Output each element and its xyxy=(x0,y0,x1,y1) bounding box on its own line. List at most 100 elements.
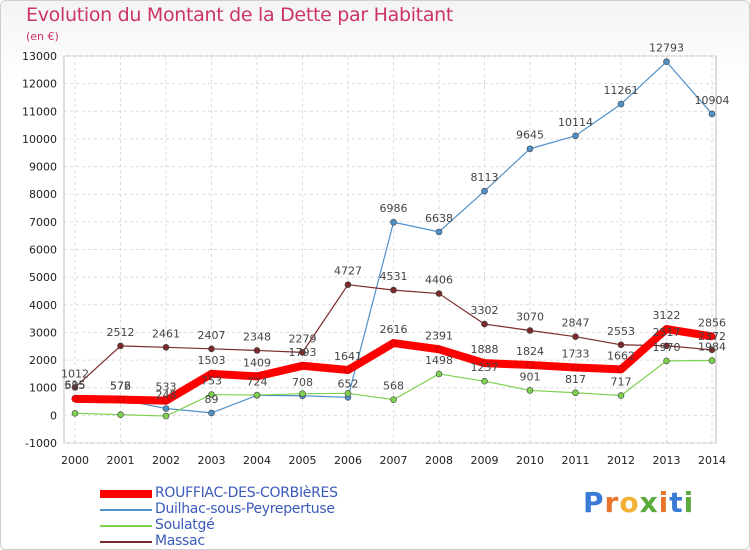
data-label-soulatge: 1237 xyxy=(471,361,499,374)
data-point-rouffiac xyxy=(480,359,488,367)
data-label-rouffiac: 572 xyxy=(110,380,131,393)
data-point-rouffiac xyxy=(71,395,79,403)
data-label-rouffiac: 1888 xyxy=(471,343,499,356)
data-point-rouffiac xyxy=(662,325,670,333)
data-point-soulatge xyxy=(253,391,261,399)
data-labels: 615 576 248 89 724 708 652 6986 6638 8113 9645 1011… xyxy=(61,42,730,406)
data-label-massac: 4531 xyxy=(380,270,408,283)
data-point-massac xyxy=(162,344,170,351)
y-tick-label: 5000 xyxy=(29,271,57,284)
data-point-soulatge xyxy=(435,370,443,378)
data-label-massac: 2279 xyxy=(289,332,317,345)
y-tick-label: 12000 xyxy=(22,78,57,91)
data-label-rouffiac: 1824 xyxy=(516,345,544,358)
data-point-duilhac xyxy=(617,100,625,108)
data-point-soulatge xyxy=(390,396,397,403)
x-tick-label: 2010 xyxy=(516,454,544,467)
data-label-duilhac: 576 xyxy=(110,379,131,392)
line-chart: -1000 0 1000 2000 3000 4000 5000 6000 7000 8000 90… xyxy=(22,42,730,467)
data-label-duilhac: 10114 xyxy=(558,116,593,129)
data-point-duilhac xyxy=(162,405,170,412)
data-label-soulatge: 1970 xyxy=(653,341,681,354)
data-point-massac xyxy=(708,346,716,354)
x-tick-label: 2011 xyxy=(562,454,590,467)
x-tick-label: 2008 xyxy=(425,454,453,467)
data-point-soulatge xyxy=(708,357,716,364)
data-point-massac xyxy=(617,341,625,349)
data-point-soulatge xyxy=(526,387,534,394)
data-label-duilhac: 248 xyxy=(156,389,177,402)
data-point-rouffiac xyxy=(162,397,170,405)
legend-swatch-duilhac xyxy=(100,509,152,511)
logo-letter: i xyxy=(683,486,695,519)
data-label-rouffiac: 1409 xyxy=(243,356,271,369)
axes: -1000 0 1000 2000 3000 4000 5000 6000 7000 8000 90… xyxy=(22,50,726,467)
data-label-duilhac: 89 xyxy=(205,393,219,406)
data-point-massac xyxy=(663,342,670,350)
data-label-massac: 2517 xyxy=(653,326,681,339)
legend-swatch-rouffiac xyxy=(100,490,152,498)
data-label-duilhac: 708 xyxy=(292,376,313,389)
data-label-soulatge: 817 xyxy=(565,373,586,386)
data-point-duilhac xyxy=(663,58,670,66)
data-label-rouffiac: 2616 xyxy=(380,323,408,336)
legend-item-soulatge: Soulatgé xyxy=(100,517,420,534)
data-label-massac: 2372 xyxy=(698,330,726,343)
y-tick-label: 11000 xyxy=(22,105,57,118)
data-label-soulatge: 753 xyxy=(201,375,222,388)
data-label-soulatge: 717 xyxy=(611,376,632,389)
data-label-rouffiac: 1793 xyxy=(289,346,317,359)
y-tick-label: 9000 xyxy=(29,161,57,174)
data-point-massac xyxy=(253,347,261,354)
data-label-rouffiac: 1503 xyxy=(198,354,226,367)
data-point-duilhac xyxy=(435,228,443,236)
y-tick-label: 1000 xyxy=(29,382,57,395)
legend-label-duilhac: Duilhac-sous-Peyrepertuse xyxy=(155,501,335,517)
data-point-rouffiac xyxy=(526,361,534,369)
data-point-rouffiac xyxy=(389,339,397,347)
legend-swatch-massac xyxy=(100,541,152,543)
data-label-massac: 2553 xyxy=(607,325,635,338)
series-lines xyxy=(71,58,716,420)
data-label-massac: 2847 xyxy=(562,317,590,330)
x-tick-label: 2001 xyxy=(107,454,135,467)
y-tick-label: 3000 xyxy=(29,326,57,339)
data-label-duilhac: 6638 xyxy=(425,212,453,225)
x-tick-label: 2009 xyxy=(471,454,499,467)
data-point-soulatge xyxy=(162,412,170,420)
data-label-massac: 3302 xyxy=(471,304,499,317)
data-point-soulatge xyxy=(617,392,625,399)
x-tick-label: 2000 xyxy=(61,454,89,467)
data-point-rouffiac xyxy=(117,396,125,404)
data-point-soulatge xyxy=(344,389,352,397)
data-point-duilhac xyxy=(708,110,716,118)
data-label-rouffiac: 2856 xyxy=(698,316,726,329)
y-tick-label: -1000 xyxy=(25,437,57,450)
x-tick-label: 2003 xyxy=(198,454,226,467)
data-label-duilhac: 9645 xyxy=(516,129,544,142)
data-label-massac: 2407 xyxy=(198,329,226,342)
data-point-rouffiac xyxy=(344,366,352,374)
data-point-duilhac xyxy=(390,218,397,226)
data-point-soulatge xyxy=(71,409,79,417)
data-point-massac xyxy=(572,333,579,340)
y-tick-label: 7000 xyxy=(29,216,57,229)
x-tick-label: 2013 xyxy=(653,454,681,467)
legend-item-massac: Massac xyxy=(100,533,420,550)
data-label-duilhac: 615 xyxy=(65,378,86,391)
logo-letter: P xyxy=(583,486,605,519)
data-point-massac xyxy=(299,349,306,356)
data-point-soulatge xyxy=(299,390,306,397)
y-tick-label: 13000 xyxy=(22,50,57,63)
logo-letter: o xyxy=(619,486,640,519)
data-label-duilhac: 11261 xyxy=(604,84,639,97)
data-point-rouffiac xyxy=(708,332,716,340)
data-label-soulatge: 901 xyxy=(520,370,541,383)
chart-unit: (en €) xyxy=(26,30,59,43)
x-tick-label: 2004 xyxy=(243,454,271,467)
data-point-massac xyxy=(117,342,124,350)
data-label-duilhac: 12793 xyxy=(649,42,684,55)
data-point-massac xyxy=(526,327,534,334)
data-label-massac: 2461 xyxy=(152,327,180,340)
data-point-soulatge xyxy=(481,377,488,385)
